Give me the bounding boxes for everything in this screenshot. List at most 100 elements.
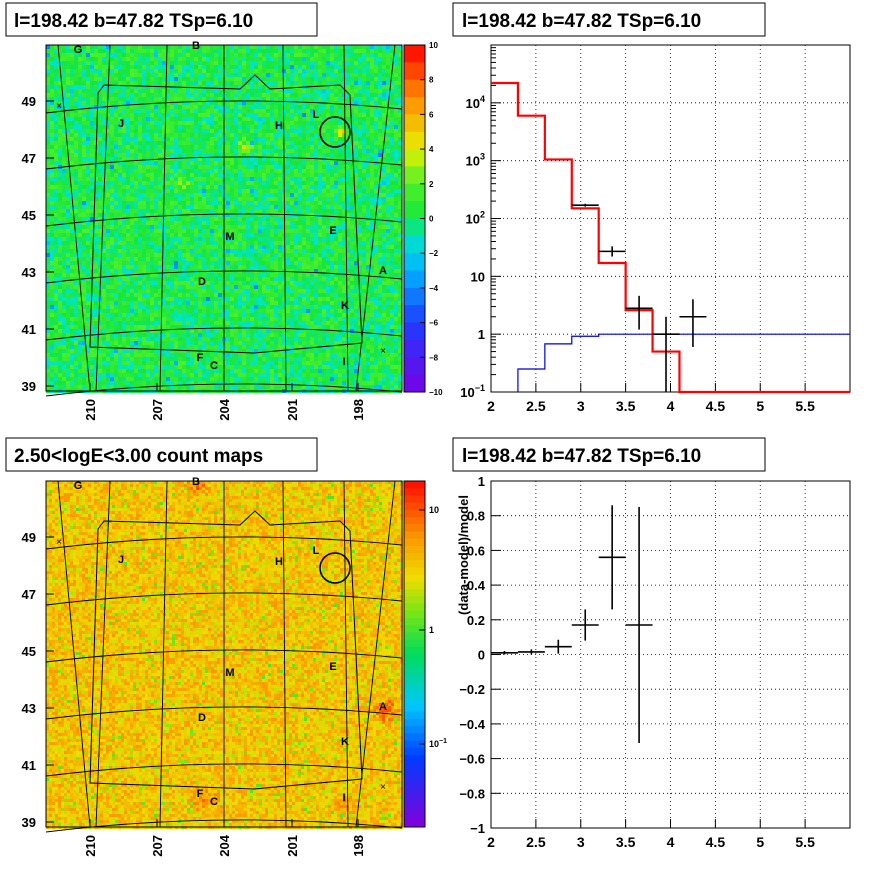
map-pixel: [254, 53, 258, 57]
map-pixel: [258, 49, 262, 53]
map-pixel: [162, 153, 166, 157]
map-pixel: [126, 69, 130, 73]
map-pixel: [386, 133, 390, 137]
map-pixel: [374, 141, 378, 145]
map-pixel: [290, 105, 294, 109]
map-pixel: [246, 65, 250, 69]
map-pixel: [346, 109, 350, 113]
map-pixel: [282, 69, 286, 73]
map-pixel: [102, 113, 106, 117]
map-pixel: [82, 153, 86, 157]
map-pixel: [266, 69, 270, 73]
map-pixel: [66, 113, 70, 117]
map-pixel: [186, 133, 190, 137]
map-pixel: [202, 77, 206, 81]
map-pixel: [118, 113, 122, 117]
map-pixel: [110, 81, 114, 85]
map-pixel: [138, 109, 142, 113]
map-pixel: [270, 77, 274, 81]
map-pixel: [266, 137, 270, 141]
map-pixel: [90, 57, 94, 61]
map-pixel: [302, 145, 306, 149]
map-pixel: [378, 57, 382, 61]
map-pixel: [62, 69, 66, 73]
map-pixel: [286, 105, 290, 109]
map-pixel: [254, 69, 258, 73]
map-pixel: [254, 101, 258, 105]
map-pixel: [286, 65, 290, 69]
map-pixel: [314, 77, 318, 81]
map-pixel: [170, 81, 174, 85]
map-pixel: [286, 81, 290, 85]
map-pixel: [350, 121, 354, 125]
map-pixel: [114, 89, 118, 93]
map-pixel: [90, 93, 94, 97]
map-pixel: [122, 77, 126, 81]
map-pixel: [178, 57, 182, 61]
map-pixel: [126, 89, 130, 93]
map-pixel: [114, 69, 118, 73]
map-pixel: [102, 61, 106, 65]
map-pixel: [134, 53, 138, 57]
map-pixel: [50, 45, 54, 49]
map-pixel: [130, 57, 134, 61]
map-pixel: [394, 133, 398, 137]
map-pixel: [398, 69, 402, 73]
map-pixel: [110, 157, 114, 161]
map-pixel: [346, 69, 350, 73]
map-pixel: [266, 109, 270, 113]
map-pixel: [58, 125, 62, 129]
map-pixel: [102, 129, 106, 133]
map-pixel: [178, 101, 182, 105]
map-pixel: [238, 57, 242, 61]
map-pixel: [146, 77, 150, 81]
map-pixel: [282, 105, 286, 109]
map-pixel: [130, 153, 134, 157]
map-pixel: [298, 121, 302, 125]
map-pixel: [142, 85, 146, 89]
map-pixel: [354, 117, 358, 121]
map-pixel: [362, 97, 366, 101]
map-pixel: [330, 93, 334, 97]
map-pixel: [218, 149, 222, 153]
map-pixel: [94, 85, 98, 89]
map-pixel: [354, 69, 358, 73]
map-pixel: [278, 73, 282, 77]
map-pixel: [374, 49, 378, 53]
map-pixel: [130, 93, 134, 97]
map-pixel: [210, 117, 214, 121]
map-pixel: [246, 133, 250, 137]
map-pixel: [146, 53, 150, 57]
map-pixel: [242, 97, 246, 101]
map-pixel: [274, 113, 278, 117]
map-pixel: [46, 113, 50, 117]
map-pixel: [130, 53, 134, 57]
map-pixel: [78, 101, 82, 105]
map-pixel: [126, 65, 130, 69]
map-pixel: [82, 85, 86, 89]
map-pixel: [66, 121, 70, 125]
map-pixel: [370, 133, 374, 137]
map-pixel: [270, 69, 274, 73]
map-pixel: [186, 69, 190, 73]
map-pixel: [194, 153, 198, 157]
map-pixel: [334, 137, 338, 141]
map-pixel: [310, 81, 314, 85]
map-pixel: [330, 133, 334, 137]
map-pixel: [298, 109, 302, 113]
map-pixel: [146, 45, 150, 49]
map-pixel: [50, 61, 54, 65]
map-pixel: [130, 161, 134, 165]
map-pixel: [314, 133, 318, 137]
map-pixel: [226, 89, 230, 93]
map-pixel: [182, 69, 186, 73]
map-pixel: [178, 133, 182, 137]
map-pixel: [286, 97, 290, 101]
map-pixel: [294, 77, 298, 81]
map-pixel: [114, 137, 118, 141]
map-pixel: [358, 53, 362, 57]
map-pixel: [246, 53, 250, 57]
map-pixel: [210, 69, 214, 73]
map-pixel: [58, 73, 62, 77]
map-pixel: [286, 117, 290, 121]
